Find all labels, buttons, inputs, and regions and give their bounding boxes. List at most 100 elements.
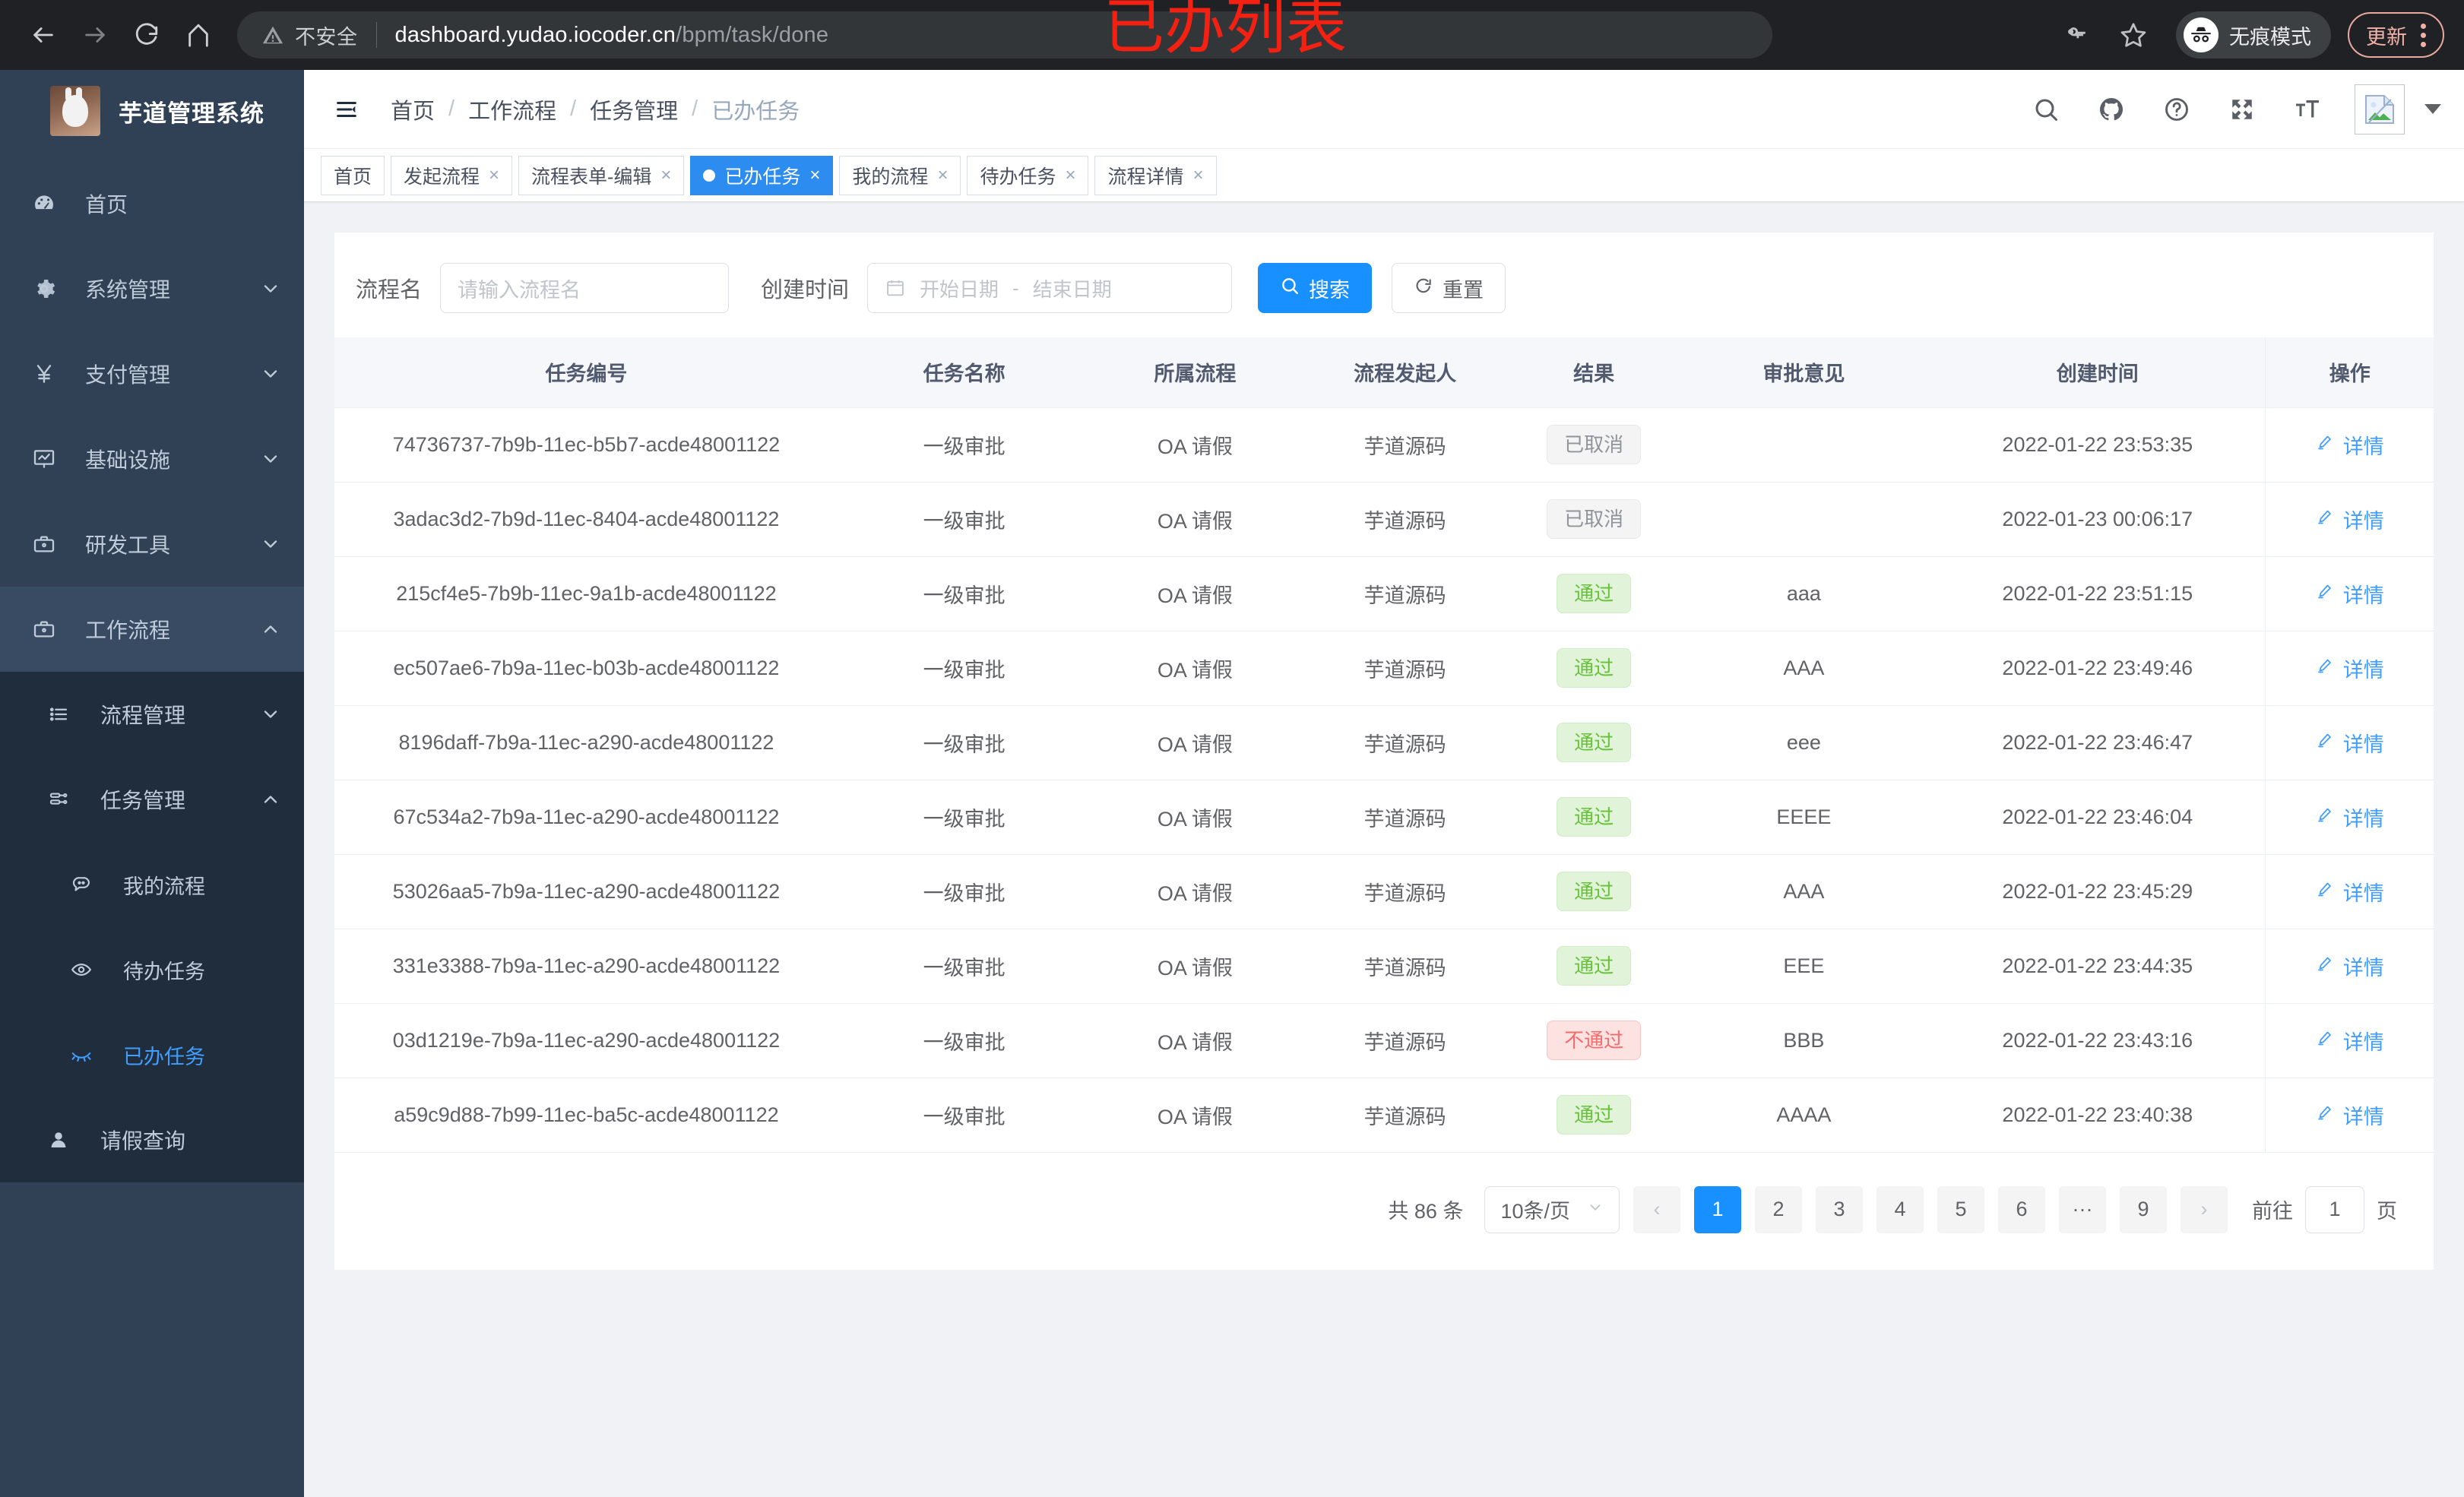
breadcrumb-item-task-manage[interactable]: 任务管理 (590, 99, 679, 124)
address-bar[interactable]: 不安全 dashboard.yudao.iocoder.cn/bpm/task/… (237, 11, 1772, 59)
search-icon (1280, 276, 1300, 301)
sidebar-item-todo-task[interactable]: 待办任务 (0, 927, 304, 1012)
chrome-update-button[interactable]: 更新 (2348, 12, 2444, 58)
forward-button[interactable] (71, 11, 119, 59)
breadcrumb-item-workflow[interactable]: 工作流程 (468, 99, 557, 124)
detail-label: 详情 (2342, 881, 2384, 905)
create-time-daterange[interactable]: 开始日期 - 结束日期 (867, 263, 1233, 313)
page-size-label: 10条/页 (1500, 1200, 1570, 1223)
detail-button[interactable]: 详情 (2316, 877, 2384, 907)
url-text: dashboard.yudao.iocoder.cn/bpm/task/done (395, 23, 829, 48)
close-icon[interactable]: × (1192, 164, 1204, 185)
cell-initiator: 芋道源码 (1300, 854, 1510, 929)
status-badge: 通过 (1557, 723, 1632, 762)
eye-closed-icon (70, 1043, 103, 1066)
edit-icon (2316, 731, 2334, 755)
sidebar-item-system[interactable]: 系统管理 (0, 246, 304, 331)
home-button[interactable] (175, 11, 222, 59)
incognito-indicator[interactable]: 无痕模式 (2176, 11, 2331, 59)
tab-done-task[interactable]: 已办任务 × (690, 155, 834, 195)
close-icon[interactable]: × (660, 164, 672, 185)
pagination-page-button[interactable]: 5 (1937, 1185, 1984, 1233)
sidebar-item-devtools[interactable]: 研发工具 (0, 502, 304, 587)
detail-button[interactable]: 详情 (2316, 430, 2384, 460)
reset-button[interactable]: 重置 (1392, 263, 1506, 313)
process-name-input[interactable]: 请输入流程名 (440, 263, 730, 313)
tab-process-form-edit[interactable]: 流程表单-编辑 × (518, 155, 685, 195)
cell-result: 通过 (1509, 929, 1678, 1004)
detail-button[interactable]: 详情 (2316, 728, 2384, 758)
bookmark-star-icon[interactable] (2112, 14, 2155, 56)
omnibox-divider (375, 22, 377, 48)
avatar[interactable] (2355, 84, 2405, 135)
help-icon[interactable] (2155, 88, 2198, 131)
breadcrumb-item-home[interactable]: 首页 (391, 99, 435, 124)
github-icon[interactable] (2090, 88, 2133, 131)
status-badge: 已取消 (1547, 425, 1642, 464)
cell-task-id: a59c9d88-7b99-11ec-ba5c-acde48001122 (334, 1078, 838, 1153)
chevron-down-icon (1587, 1198, 1604, 1221)
close-icon[interactable]: × (1065, 164, 1076, 185)
detail-button[interactable]: 详情 (2316, 802, 2384, 832)
sidebar-item-task-manage[interactable]: 任务管理 (0, 757, 304, 842)
cell-initiator: 芋道源码 (1300, 929, 1510, 1004)
detail-button[interactable]: 详情 (2316, 951, 2384, 981)
search-icon[interactable] (2025, 88, 2067, 131)
toolbox-icon (32, 532, 65, 556)
cell-result: 不通过 (1509, 1003, 1678, 1078)
red-annotation-label: 已办列表 (1104, 0, 1347, 62)
pagination-page-button[interactable]: 6 (1998, 1185, 2045, 1233)
sidebar-item-workflow[interactable]: 工作流程 (0, 587, 304, 672)
detail-button[interactable]: 详情 (2316, 654, 2384, 683)
close-icon[interactable]: × (489, 164, 500, 185)
sidebar-item-home[interactable]: 首页 (0, 161, 304, 246)
chevron-down-icon[interactable] (2424, 104, 2441, 114)
pagination-prev-button[interactable]: ‹ (1633, 1185, 1680, 1233)
detail-button[interactable]: 详情 (2316, 579, 2384, 609)
tab-my-process[interactable]: 我的流程 × (839, 155, 961, 195)
page-size-select[interactable]: 10条/页 (1484, 1185, 1620, 1233)
sidebar-item-payment[interactable]: 支付管理 (0, 331, 304, 416)
font-size-icon[interactable] (2286, 88, 2329, 131)
jump-input[interactable]: 1 (2305, 1185, 2364, 1233)
hamburger-icon[interactable] (330, 93, 363, 126)
breadcrumb-separator: / (448, 97, 455, 121)
brand-name: 芋道管理系统 (119, 100, 264, 127)
pagination-pages: 1 2 3 4 5 6 ··· 9 (1694, 1185, 2167, 1233)
sidebar-item-done-task[interactable]: 已办任务 (0, 1012, 304, 1097)
pagination-next-button[interactable]: › (2181, 1185, 2228, 1233)
fullscreen-icon[interactable] (2221, 88, 2263, 131)
pagination-page-button[interactable]: 4 (1877, 1185, 1924, 1233)
col-task-id: 任务编号 (334, 337, 838, 408)
edit-icon (2316, 1103, 2334, 1127)
sidebar-item-infrastructure[interactable]: 基础设施 (0, 416, 304, 502)
search-button[interactable]: 搜索 (1258, 263, 1373, 313)
pagination: 共 86 条 10条/页 ‹ 1 2 3 4 5 6 ··· 9 › 前往 1 页 (334, 1153, 2434, 1270)
close-icon[interactable]: × (937, 164, 949, 185)
brand[interactable]: 芋道管理系统 (0, 70, 304, 152)
detail-button[interactable]: 详情 (2316, 1100, 2384, 1130)
chrome-menu-icon[interactable] (2421, 23, 2426, 47)
detail-button[interactable]: 详情 (2316, 1026, 2384, 1055)
back-button[interactable] (20, 11, 67, 59)
tab-start-process[interactable]: 发起流程 × (391, 155, 513, 195)
tab-home[interactable]: 首页 (321, 155, 385, 195)
tab-process-detail[interactable]: 流程详情 × (1094, 155, 1217, 195)
detail-button[interactable]: 详情 (2316, 505, 2384, 534)
pagination-ellipsis[interactable]: ··· (2059, 1185, 2106, 1233)
sidebar-item-leave-query[interactable]: 请假查询 (0, 1097, 304, 1182)
pagination-page-button[interactable]: 1 (1694, 1185, 1741, 1233)
pagination-page-button[interactable]: 2 (1755, 1185, 1802, 1233)
sidebar-item-my-process[interactable]: 我的流程 (0, 842, 304, 927)
password-key-icon[interactable] (2054, 14, 2097, 56)
pagination-page-button[interactable]: 3 (1816, 1185, 1863, 1233)
close-icon[interactable]: × (809, 164, 821, 185)
cell-operation: 详情 (2265, 556, 2434, 631)
cell-created-time: 2022-01-22 23:46:47 (1930, 705, 2266, 780)
sidebar-item-process-manage[interactable]: 流程管理 (0, 672, 304, 757)
pagination-page-button[interactable]: 9 (2120, 1185, 2167, 1233)
tab-todo-task[interactable]: 待办任务 × (967, 155, 1089, 195)
detail-label: 详情 (2342, 1105, 2384, 1128)
cell-created-time: 2022-01-22 23:44:35 (1930, 929, 2266, 1004)
reload-button[interactable] (123, 11, 170, 59)
